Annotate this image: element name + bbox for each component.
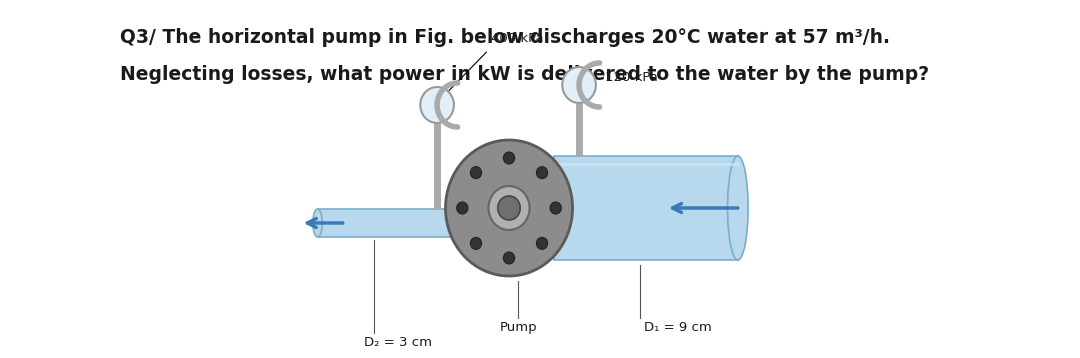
Text: D₂ = 3 cm: D₂ = 3 cm: [364, 336, 432, 349]
Bar: [318, 209, 470, 237]
Circle shape: [537, 166, 548, 179]
Circle shape: [503, 152, 514, 164]
Ellipse shape: [728, 156, 748, 260]
Circle shape: [488, 186, 529, 230]
Text: Neglecting losses, what power in kW is delivered to the water by the pump?: Neglecting losses, what power in kW is d…: [120, 65, 929, 84]
Text: 400 kPa: 400 kPa: [491, 32, 544, 45]
Circle shape: [503, 252, 514, 264]
Bar: [458, 204, 509, 242]
Bar: [554, 156, 738, 260]
Circle shape: [537, 237, 548, 250]
Circle shape: [563, 67, 596, 103]
Text: D₁ = 9 cm: D₁ = 9 cm: [645, 321, 712, 334]
Circle shape: [471, 237, 482, 250]
Text: Q3/ The horizontal pump in Fig. below discharges 20°C water at 57 m³/h.: Q3/ The horizontal pump in Fig. below di…: [120, 28, 890, 47]
Ellipse shape: [313, 209, 322, 237]
Circle shape: [498, 196, 521, 220]
Text: Pump: Pump: [500, 321, 537, 334]
Circle shape: [457, 202, 468, 214]
Circle shape: [420, 87, 454, 123]
Circle shape: [471, 166, 482, 179]
Circle shape: [550, 202, 562, 214]
Text: 120 kPa: 120 kPa: [605, 71, 658, 83]
Circle shape: [445, 140, 572, 276]
